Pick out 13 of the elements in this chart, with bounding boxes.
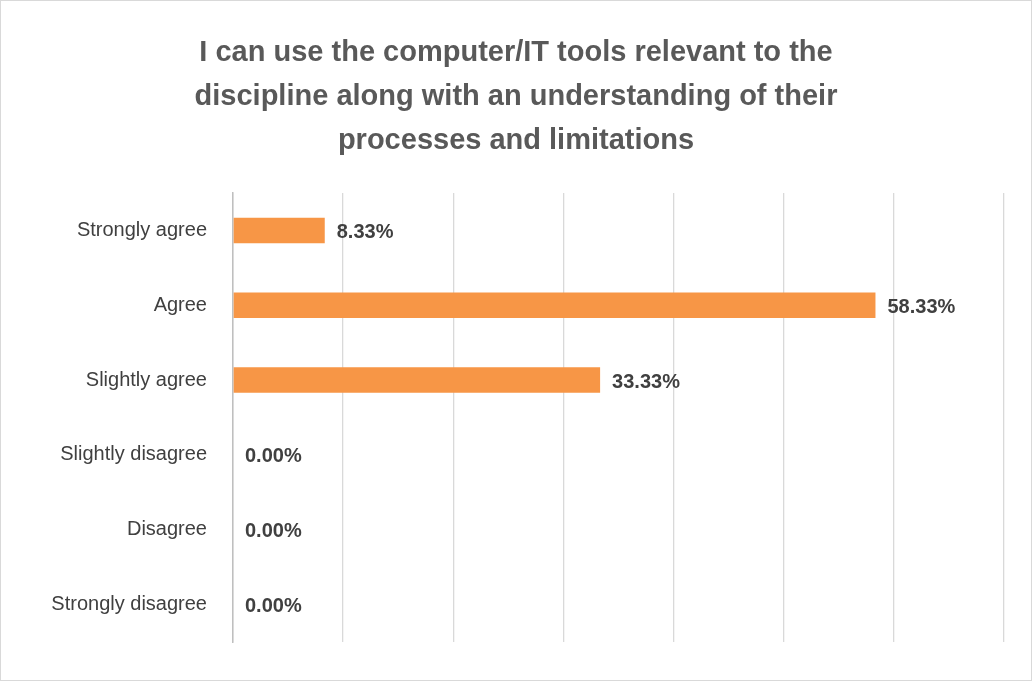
y-tick-label: Slightly disagree (60, 442, 207, 465)
data-label: 8.33% (336, 219, 394, 242)
y-tick-label: Disagree (126, 517, 207, 540)
data-label: 58.33% (887, 294, 956, 317)
data-label: 0.00% (245, 594, 302, 617)
y-tick-label: Strongly disagree (51, 592, 207, 615)
y-tick-label: Agree (153, 292, 207, 315)
data-label: 33.33% (612, 369, 681, 392)
y-tick-label: Strongly agree (76, 217, 207, 240)
chart-title: I can use the computer/IT tools relevant to the discipline along with an understanding of their processes and limitations (193, 34, 839, 157)
data-label: 0.00% (245, 519, 302, 542)
y-tick-label: Slightly agree (85, 367, 207, 390)
data-label: 0.00% (245, 444, 302, 467)
